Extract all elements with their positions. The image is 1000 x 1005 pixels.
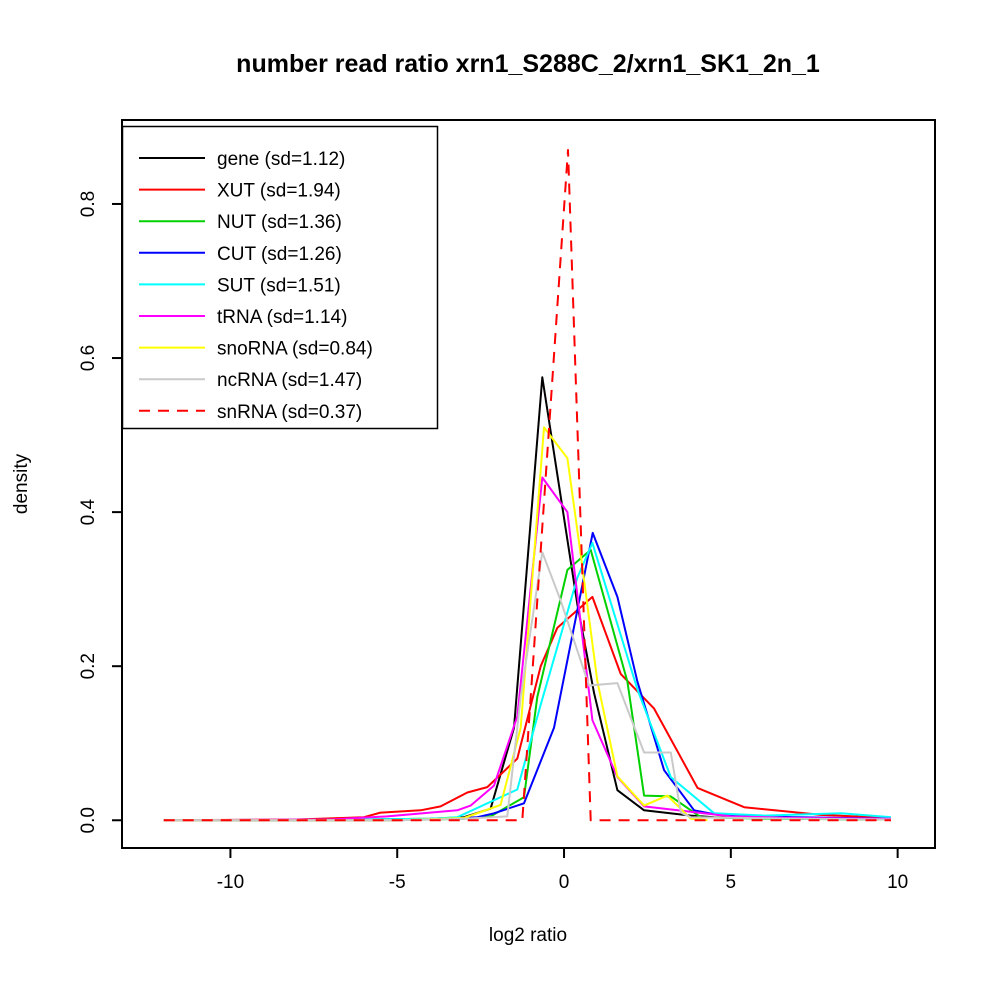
legend-label-gene: gene (sd=1.12) — [217, 149, 345, 170]
legend-item-SUT: SUT (sd=1.51) — [139, 275, 341, 296]
legend: gene (sd=1.12) XUT (sd=1.94) NUT (sd=1.36)… — [121, 125, 439, 430]
y-tick-label: 0.8 — [78, 191, 99, 217]
legend-label-CUT: CUT (sd=1.26) — [217, 244, 342, 265]
legend-box — [121, 125, 439, 430]
series-line-tRNA — [163, 476, 892, 822]
legend-item-ncRNA: ncRNA (sd=1.47) — [139, 370, 362, 391]
y-axis-label: density — [11, 453, 32, 514]
legend-label-XUT: XUT (sd=1.94) — [217, 181, 341, 202]
x-tick-label: 0 — [559, 872, 570, 893]
series-line-NUT — [163, 548, 892, 822]
legend-item-snRNA: snRNA (sd=0.37) — [139, 402, 362, 423]
y-tick-label: 0.0 — [78, 807, 99, 833]
series-line-snRNA — [163, 149, 891, 822]
legend-item-gene: gene (sd=1.12) — [139, 149, 345, 170]
legend-entries: gene (sd=1.12) XUT (sd=1.94) NUT (sd=1.36)… — [139, 149, 373, 423]
x-tick-label: -10 — [217, 872, 244, 893]
x-axis: -10 -5 0 5 10 — [217, 849, 908, 893]
x-tick-label: 5 — [726, 872, 737, 893]
legend-label-snRNA: snRNA (sd=0.37) — [217, 402, 362, 423]
series-lines — [163, 149, 892, 822]
legend-label-NUT: NUT (sd=1.36) — [217, 212, 342, 233]
series-line-ncRNA — [163, 551, 892, 822]
legend-label-snoRNA: snoRNA (sd=0.84) — [217, 339, 373, 360]
plot-border — [121, 119, 936, 849]
legend-item-tRNA: tRNA (sd=1.14) — [139, 307, 347, 328]
legend-label-tRNA: tRNA (sd=1.14) — [217, 307, 347, 328]
y-tick-label: 0.6 — [78, 345, 99, 371]
y-tick-label: 0.4 — [78, 498, 99, 525]
series-line-snoRNA — [163, 426, 708, 822]
x-tick-label: -5 — [389, 872, 406, 893]
legend-item-snoRNA: snoRNA (sd=0.84) — [139, 339, 373, 360]
x-axis-label: log2 ratio — [489, 925, 567, 946]
legend-label-SUT: SUT (sd=1.51) — [217, 275, 341, 296]
legend-item-XUT: XUT (sd=1.94) — [139, 181, 341, 202]
legend-item-NUT: NUT (sd=1.36) — [139, 212, 342, 233]
chart-title: number read ratio xrn1_S288C_2/xrn1_SK1_… — [236, 50, 820, 78]
y-axis: 0.0 0.2 0.4 0.6 0.8 — [78, 191, 121, 833]
legend-item-CUT: CUT (sd=1.26) — [139, 244, 342, 265]
legend-label-ncRNA: ncRNA (sd=1.47) — [217, 370, 362, 391]
x-tick-label: 10 — [887, 872, 908, 893]
y-tick-label: 0.2 — [78, 653, 99, 679]
